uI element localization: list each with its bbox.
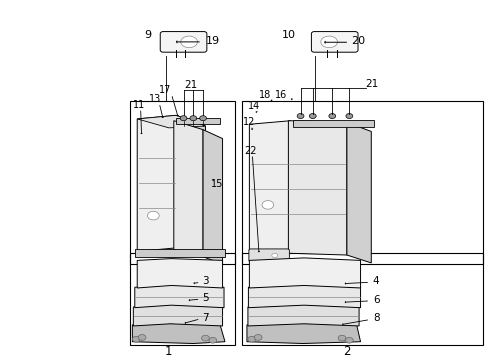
Text: 11: 11 — [133, 100, 145, 109]
Circle shape — [271, 253, 277, 257]
Text: 13: 13 — [148, 94, 161, 104]
Text: 19: 19 — [205, 36, 220, 46]
Polygon shape — [247, 305, 358, 326]
Text: 1: 1 — [165, 345, 172, 357]
Text: 9: 9 — [144, 30, 151, 40]
Circle shape — [180, 116, 186, 121]
Text: 10: 10 — [281, 30, 295, 40]
Text: 22: 22 — [244, 146, 256, 156]
Text: 14: 14 — [247, 102, 260, 111]
Circle shape — [199, 116, 206, 121]
Circle shape — [247, 336, 255, 342]
Bar — [130, 253, 234, 345]
Polygon shape — [203, 130, 222, 264]
Bar — [176, 118, 220, 124]
Polygon shape — [173, 121, 203, 257]
Text: 15: 15 — [210, 179, 223, 189]
Text: 12: 12 — [243, 117, 255, 127]
Polygon shape — [132, 323, 224, 343]
Polygon shape — [176, 115, 205, 255]
FancyBboxPatch shape — [160, 32, 206, 52]
Text: 17: 17 — [159, 85, 171, 95]
Ellipse shape — [320, 36, 337, 48]
Polygon shape — [137, 115, 176, 251]
Text: 3: 3 — [202, 276, 208, 286]
Polygon shape — [249, 258, 360, 288]
Text: 21: 21 — [184, 80, 197, 90]
Bar — [135, 249, 224, 257]
Polygon shape — [248, 284, 360, 308]
Text: 7: 7 — [202, 313, 208, 323]
Circle shape — [138, 334, 146, 340]
Bar — [242, 101, 483, 264]
Text: 4: 4 — [372, 276, 379, 286]
Bar — [293, 120, 373, 127]
Polygon shape — [137, 258, 222, 288]
Ellipse shape — [181, 36, 197, 48]
Bar — [242, 253, 483, 345]
Circle shape — [262, 201, 273, 209]
Polygon shape — [249, 121, 290, 253]
Text: 5: 5 — [202, 293, 208, 303]
Text: 18: 18 — [258, 90, 270, 100]
Text: 6: 6 — [372, 295, 379, 305]
FancyBboxPatch shape — [311, 32, 357, 52]
Polygon shape — [137, 115, 205, 128]
Polygon shape — [133, 305, 222, 326]
Polygon shape — [246, 323, 360, 343]
Polygon shape — [135, 284, 224, 308]
Text: 16: 16 — [275, 90, 287, 100]
Bar — [130, 101, 234, 264]
Circle shape — [309, 113, 316, 118]
Text: 20: 20 — [350, 36, 365, 46]
Circle shape — [328, 113, 335, 118]
Circle shape — [208, 337, 216, 343]
Circle shape — [254, 334, 262, 340]
Circle shape — [337, 335, 345, 341]
Circle shape — [345, 113, 352, 118]
FancyBboxPatch shape — [248, 249, 289, 262]
Polygon shape — [346, 122, 370, 263]
Circle shape — [147, 211, 159, 220]
Text: 2: 2 — [343, 345, 350, 357]
Circle shape — [189, 116, 196, 121]
Text: 8: 8 — [372, 314, 379, 323]
Text: 21: 21 — [365, 79, 378, 89]
Circle shape — [201, 335, 209, 341]
Circle shape — [132, 336, 140, 342]
Circle shape — [297, 113, 304, 118]
Polygon shape — [288, 121, 346, 255]
Circle shape — [345, 337, 352, 343]
